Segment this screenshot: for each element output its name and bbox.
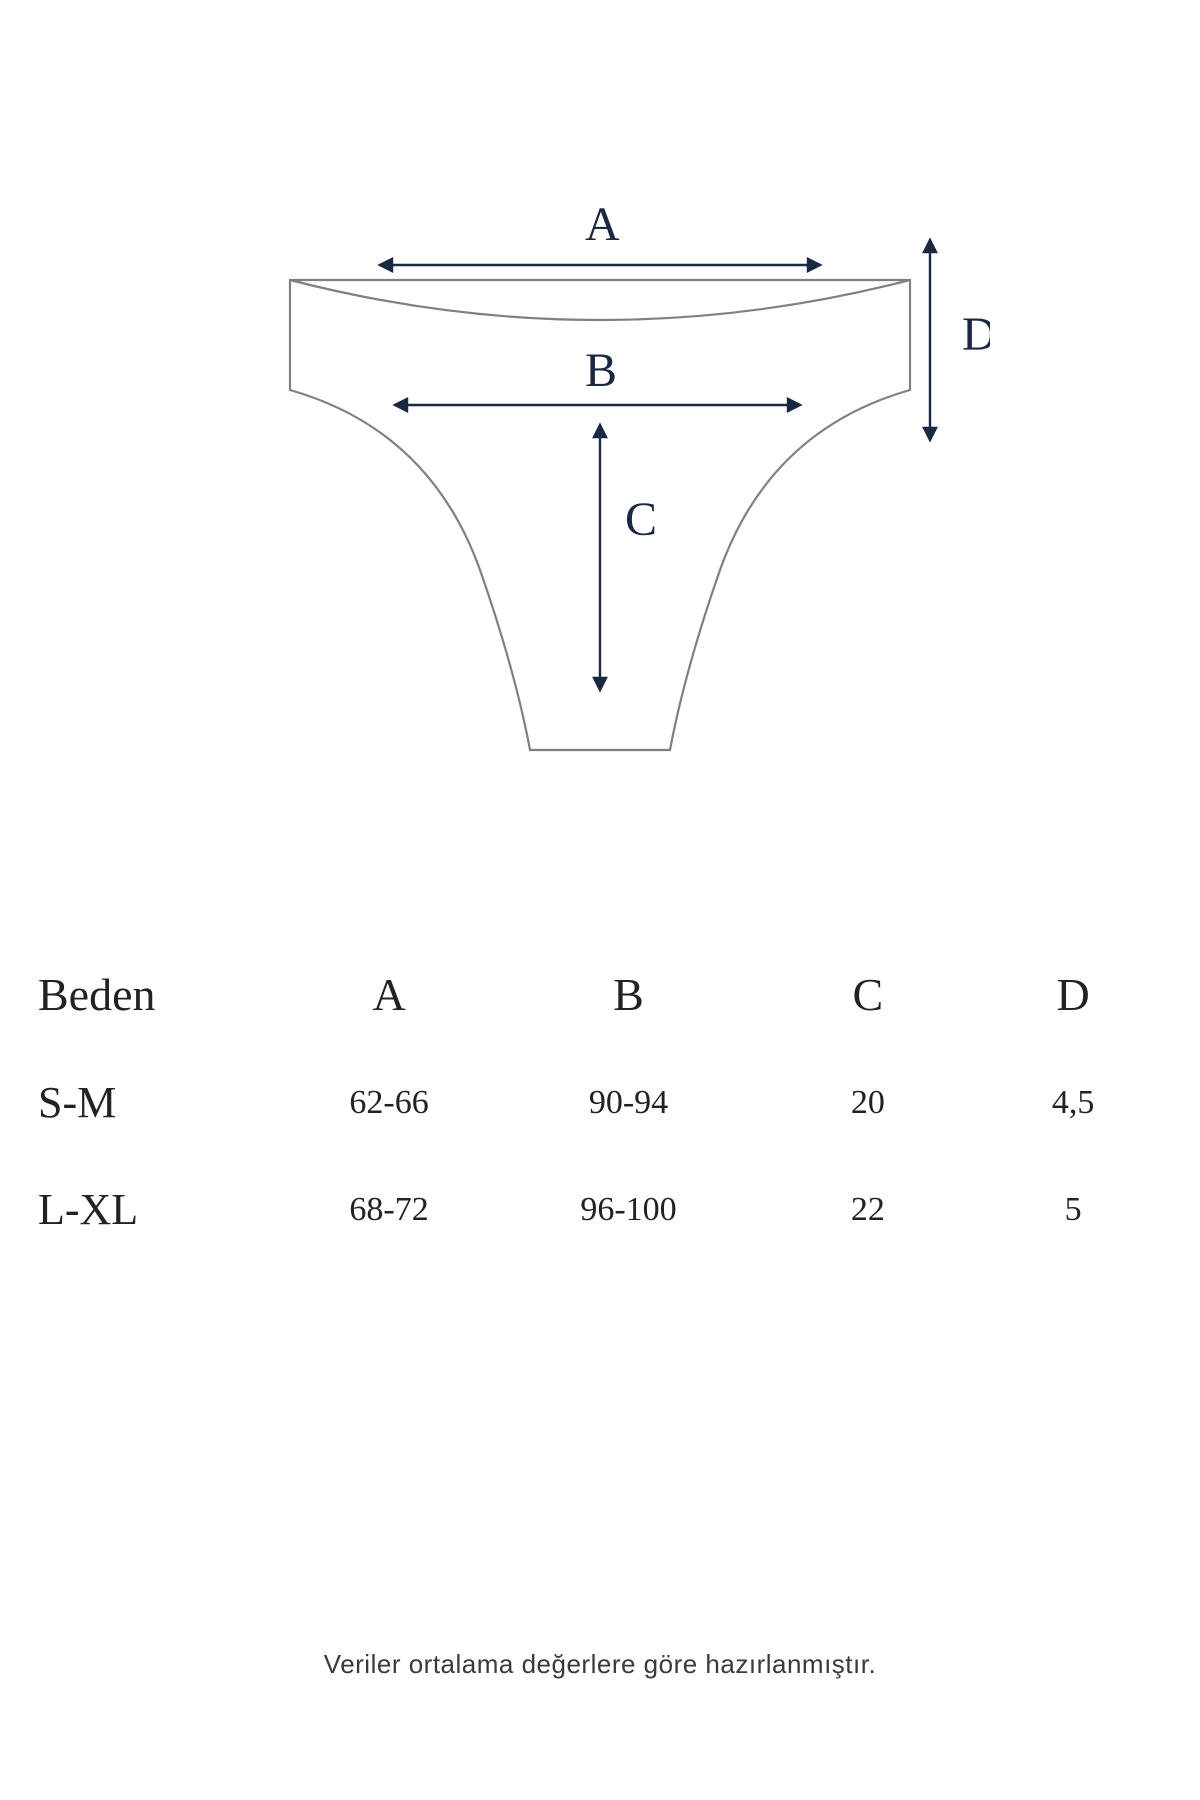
measurement-diagram: A B C D (0, 180, 1200, 800)
size-table-container: Beden A B C D S-M 62-66 90-94 20 4,5 L-X… (30, 940, 1170, 1263)
cell-b: 96-100 (497, 1156, 759, 1263)
col-header-beden: Beden (30, 940, 281, 1049)
cell-size: L-XL (30, 1156, 281, 1263)
footnote-text: Veriler ortalama değerlere göre hazırlan… (0, 1649, 1200, 1680)
garment-outline-svg: A B C D (210, 180, 990, 800)
cell-a: 62-66 (281, 1049, 498, 1156)
table-header-row: Beden A B C D (30, 940, 1170, 1049)
cell-c: 22 (760, 1156, 977, 1263)
col-header-d: D (976, 940, 1170, 1049)
label-c: C (625, 493, 657, 546)
cell-d: 5 (976, 1156, 1170, 1263)
label-a: A (585, 198, 620, 251)
cell-a: 68-72 (281, 1156, 498, 1263)
size-table: Beden A B C D S-M 62-66 90-94 20 4,5 L-X… (30, 940, 1170, 1263)
col-header-b: B (497, 940, 759, 1049)
col-header-c: C (760, 940, 977, 1049)
label-d: D (962, 308, 990, 361)
label-b: B (585, 344, 617, 397)
cell-size: S-M (30, 1049, 281, 1156)
table-row: S-M 62-66 90-94 20 4,5 (30, 1049, 1170, 1156)
table-row: L-XL 68-72 96-100 22 5 (30, 1156, 1170, 1263)
arrow-d (924, 240, 936, 440)
col-header-a: A (281, 940, 498, 1049)
cell-b: 90-94 (497, 1049, 759, 1156)
cell-c: 20 (760, 1049, 977, 1156)
cell-d: 4,5 (976, 1049, 1170, 1156)
arrow-a (380, 259, 820, 271)
